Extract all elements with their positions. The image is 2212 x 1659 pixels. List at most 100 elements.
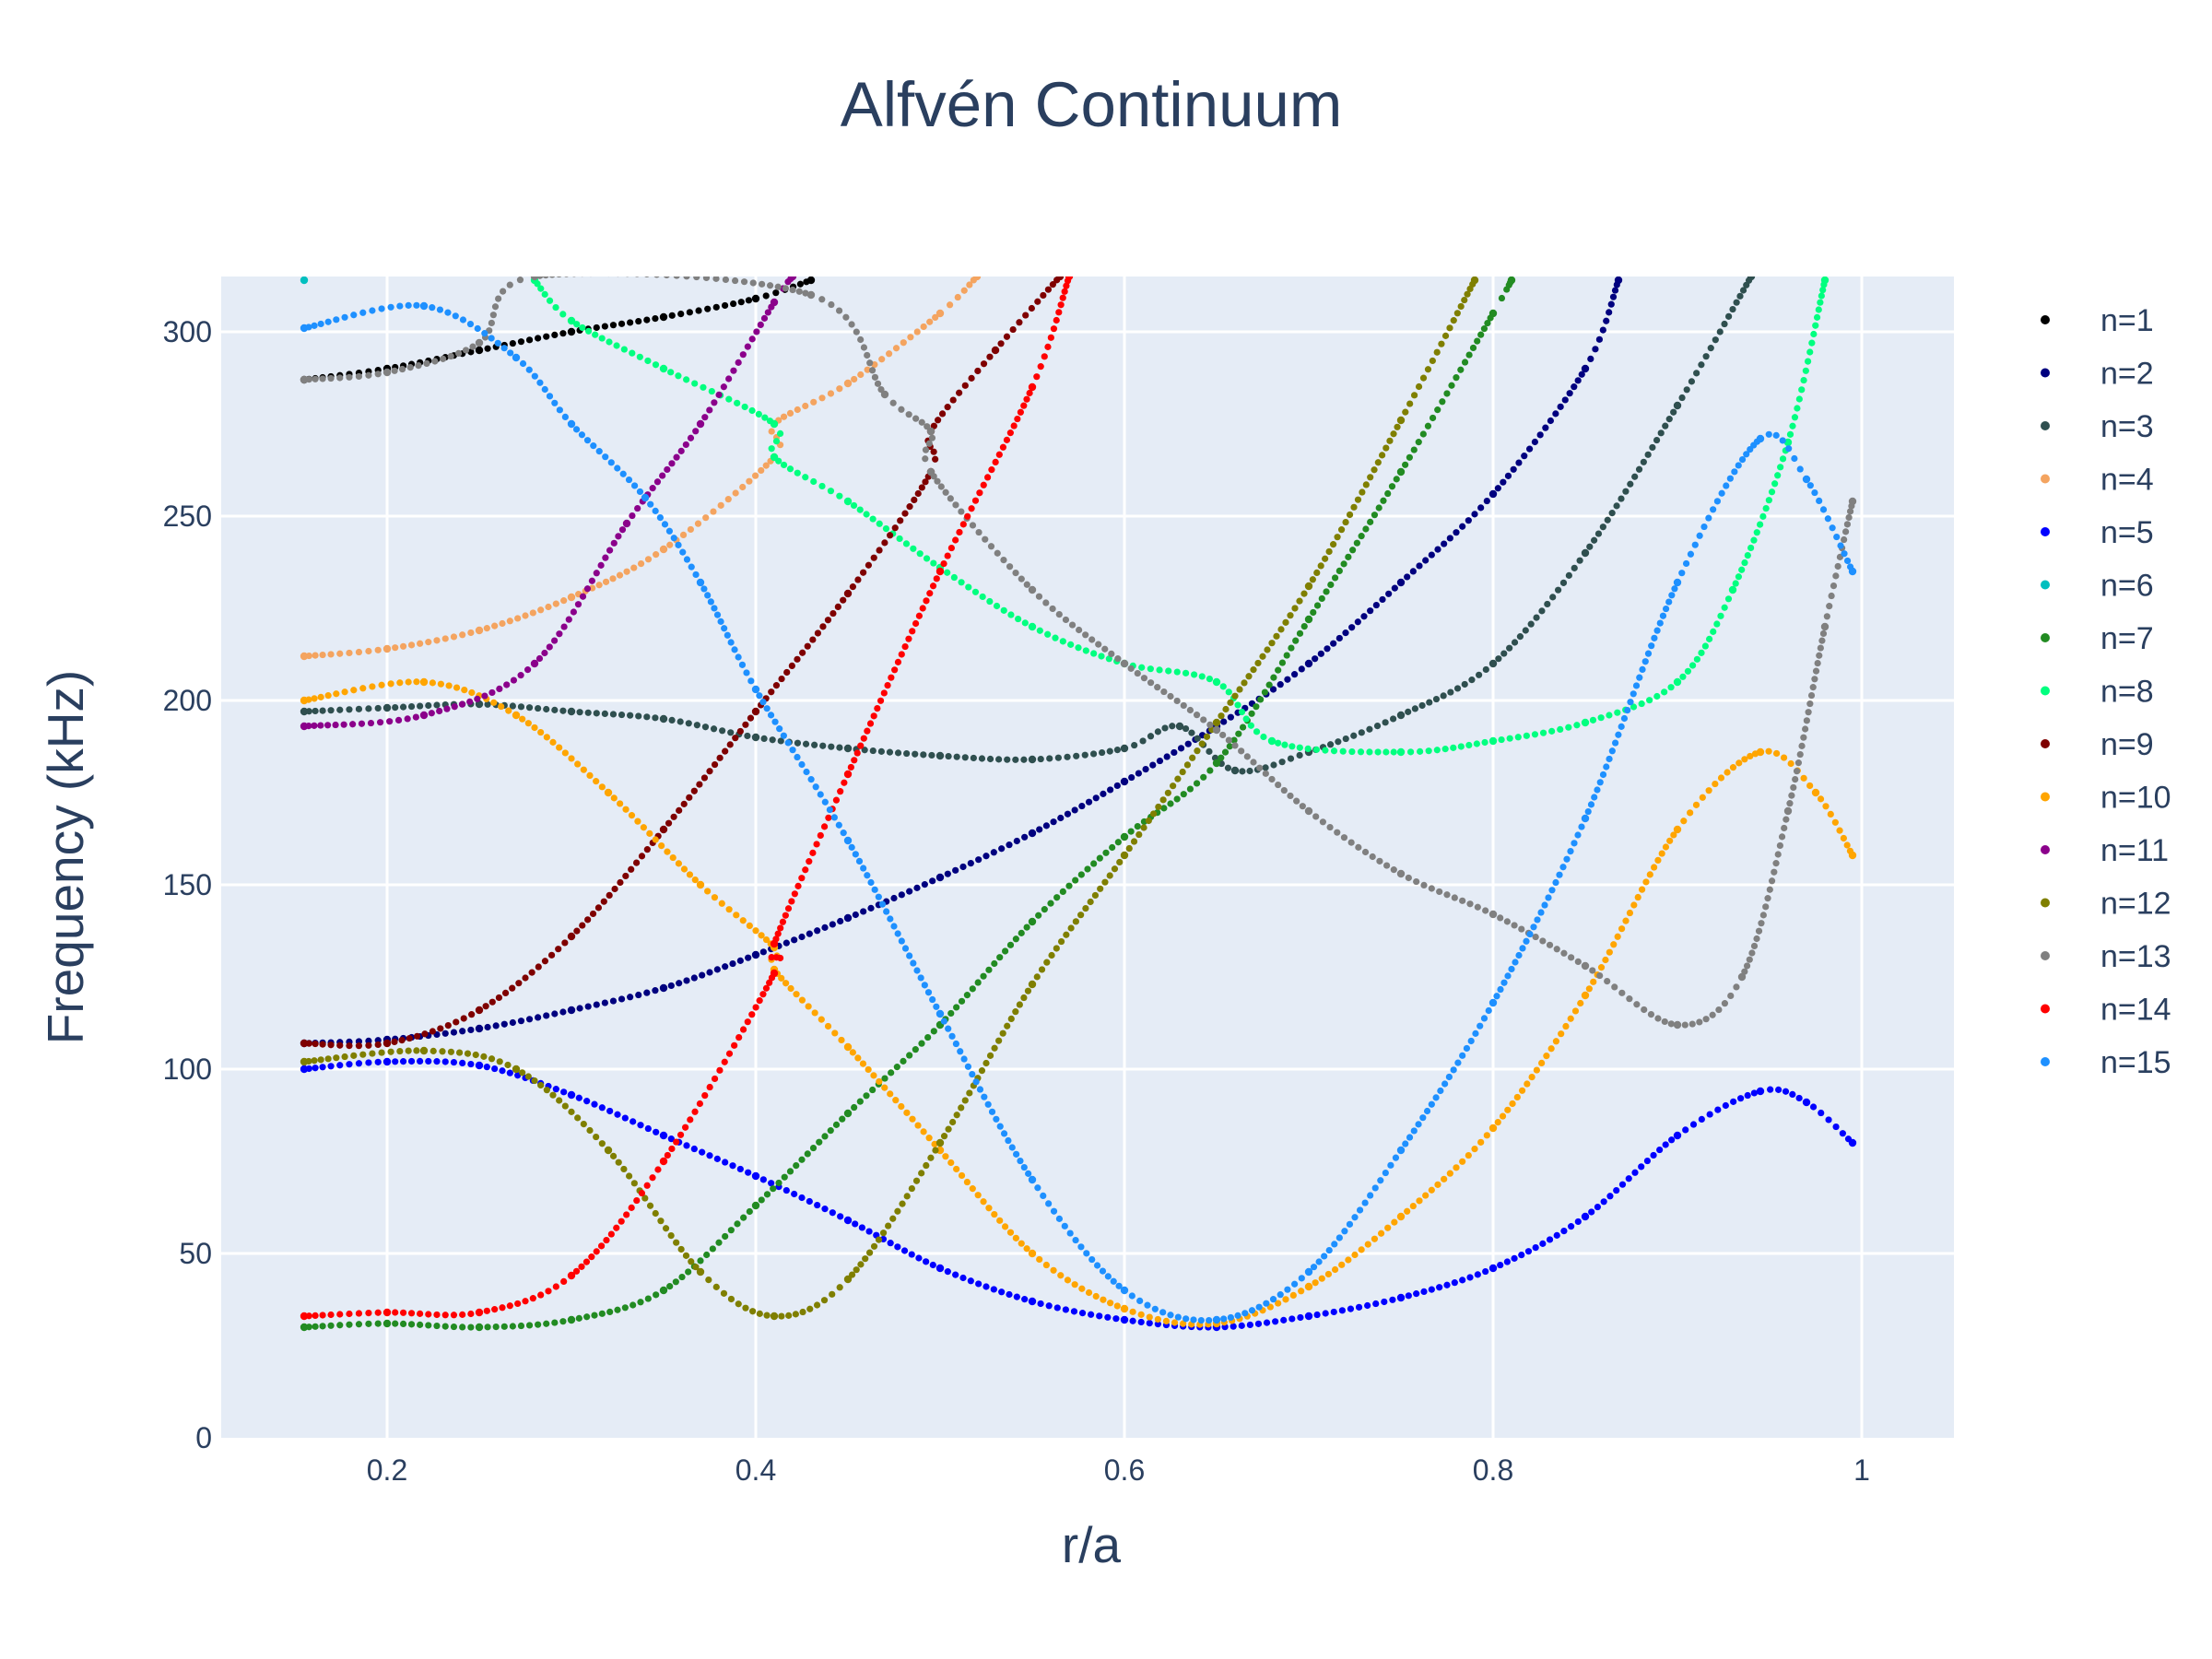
interp-marker xyxy=(851,375,858,383)
interp-marker xyxy=(933,1003,940,1010)
y-tick-label: 50 xyxy=(179,1237,212,1270)
legend-item[interactable]: n=1 xyxy=(2041,303,2154,338)
interp-marker xyxy=(1221,748,1230,756)
interp-marker xyxy=(512,1065,520,1073)
interp-marker xyxy=(425,1322,432,1329)
legend-item[interactable]: n=11 xyxy=(2041,833,2169,868)
interp-marker xyxy=(921,881,928,888)
interp-marker xyxy=(1489,1124,1497,1132)
interp-marker xyxy=(831,1030,839,1037)
interp-marker xyxy=(1159,1309,1167,1316)
interp-marker xyxy=(476,700,483,708)
interp-marker xyxy=(656,513,665,522)
legend-item[interactable]: n=3 xyxy=(2041,409,2154,444)
interp-marker xyxy=(869,1086,877,1094)
interp-marker xyxy=(1078,1310,1087,1317)
interp-marker xyxy=(952,866,959,874)
legend-item[interactable]: n=5 xyxy=(2041,515,2154,550)
legend-item[interactable]: n=6 xyxy=(2041,569,2154,604)
interp-marker xyxy=(1239,768,1246,775)
interp-marker xyxy=(772,289,780,297)
interp-marker xyxy=(637,560,645,568)
legend-item[interactable]: n=12 xyxy=(2041,887,2171,922)
interp-marker xyxy=(1291,1280,1299,1288)
interp-marker xyxy=(1044,630,1052,638)
interp-marker xyxy=(1397,417,1405,424)
interp-marker xyxy=(476,1062,483,1069)
interp-marker xyxy=(729,959,736,968)
legend-item[interactable]: n=10 xyxy=(2041,781,2171,816)
interp-marker xyxy=(697,420,704,428)
interp-marker xyxy=(1358,1246,1365,1253)
interp-marker xyxy=(1453,1164,1460,1171)
interp-marker xyxy=(576,709,583,716)
interp-marker xyxy=(758,280,766,288)
interp-marker xyxy=(1036,1255,1043,1264)
interp-marker xyxy=(837,1213,844,1220)
interp-marker xyxy=(760,314,769,322)
interp-marker xyxy=(1085,798,1093,806)
legend-item[interactable]: n=15 xyxy=(2041,1045,2171,1080)
y-tick-label: 200 xyxy=(163,684,212,717)
interp-marker xyxy=(779,918,787,925)
interp-marker xyxy=(836,744,843,751)
interp-marker xyxy=(807,776,815,783)
interp-marker xyxy=(1024,987,1032,994)
interp-marker xyxy=(1064,753,1071,760)
interp-marker xyxy=(1057,1272,1065,1279)
interp-marker xyxy=(1532,933,1539,941)
interp-marker xyxy=(1305,1283,1312,1290)
legend-item[interactable]: n=13 xyxy=(2041,939,2171,974)
interp-marker xyxy=(1062,1306,1069,1313)
interp-marker xyxy=(1563,855,1571,863)
interp-marker xyxy=(481,692,488,700)
interp-marker xyxy=(537,606,545,614)
interp-marker xyxy=(559,311,567,318)
interp-marker xyxy=(673,1239,680,1246)
interp-marker xyxy=(618,320,626,327)
interp-marker xyxy=(1504,1106,1512,1113)
interp-marker xyxy=(1397,1147,1405,1154)
interp-marker xyxy=(1717,774,1725,782)
interp-marker xyxy=(1121,1316,1128,1324)
interp-marker xyxy=(1135,770,1142,777)
interp-marker xyxy=(667,1231,675,1240)
interp-marker xyxy=(820,823,829,830)
interp-marker xyxy=(752,951,759,959)
interp-marker xyxy=(1606,712,1613,719)
interp-marker xyxy=(1305,807,1312,815)
legend-item[interactable]: n=8 xyxy=(2041,675,2154,710)
interp-marker xyxy=(898,1102,905,1111)
legend-item[interactable]: n=4 xyxy=(2041,463,2154,498)
interp-marker xyxy=(378,1049,385,1056)
legend-item[interactable]: n=2 xyxy=(2041,357,2154,392)
interp-marker xyxy=(1560,1227,1568,1235)
interp-marker xyxy=(677,447,685,454)
interp-marker xyxy=(519,715,526,723)
interp-marker xyxy=(802,402,809,410)
interp-marker xyxy=(1461,680,1468,688)
interp-marker xyxy=(1059,294,1066,301)
interp-marker xyxy=(500,1323,508,1330)
interp-marker xyxy=(794,406,801,414)
interp-marker xyxy=(459,1324,466,1331)
legend-item[interactable]: n=14 xyxy=(2041,993,2171,1028)
interp-marker xyxy=(992,347,999,354)
interp-marker xyxy=(1236,686,1243,693)
interp-marker xyxy=(1509,1100,1516,1108)
interp-marker xyxy=(1762,903,1770,911)
interp-marker xyxy=(1330,747,1338,755)
interp-marker xyxy=(1824,515,1831,523)
interp-marker xyxy=(834,603,841,610)
interp-marker xyxy=(1335,567,1343,575)
interp-marker xyxy=(1390,748,1397,756)
interp-marker xyxy=(652,1209,659,1218)
interp-marker xyxy=(1049,605,1056,613)
interp-marker xyxy=(675,372,682,380)
legend-item[interactable]: n=9 xyxy=(2041,727,2154,762)
legend-item[interactable]: n=7 xyxy=(2041,621,2154,656)
interp-marker xyxy=(796,280,804,288)
interp-marker xyxy=(1225,688,1232,696)
interp-marker xyxy=(1254,659,1262,667)
interp-marker xyxy=(598,1104,606,1112)
